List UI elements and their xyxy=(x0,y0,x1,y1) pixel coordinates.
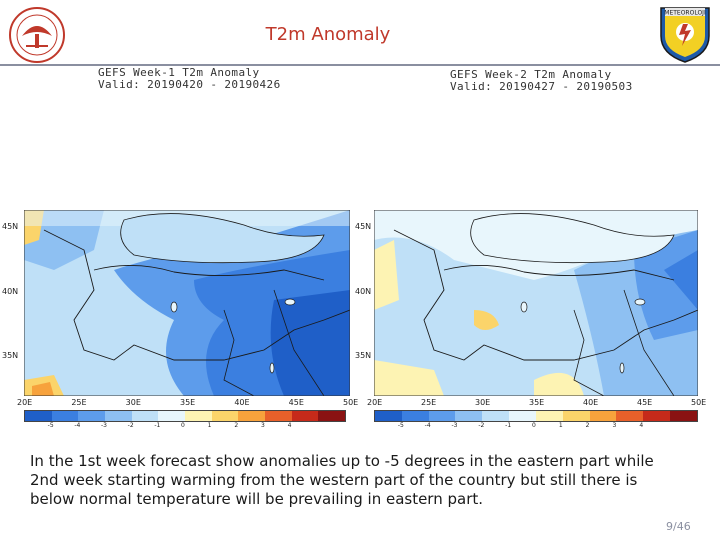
colorbar-swatch xyxy=(238,411,266,421)
map-2-colorbar-tick: 0 xyxy=(532,422,536,429)
map-1-colorbar-tick: -3 xyxy=(101,422,107,429)
slide-caption: In the 1st week forecast show anomalies … xyxy=(30,452,654,508)
map-2-lon-35E: 35E xyxy=(529,398,545,407)
map-1-lon-50E: 50E xyxy=(343,398,359,407)
panel-2-title: GEFS Week-2 T2m Anomaly xyxy=(450,68,612,81)
map-1-colorbar-tick: 4 xyxy=(287,422,292,429)
map-2-colorbar-tick: -5 xyxy=(397,422,404,429)
university-seal-logo xyxy=(9,7,65,63)
colorbar-swatch xyxy=(78,411,106,421)
map-1-colorbar-tick: -2 xyxy=(127,422,134,429)
map-1-colorbar-tick: 1 xyxy=(207,422,212,429)
colorbar-swatch xyxy=(509,411,536,421)
colorbar-swatch xyxy=(428,411,456,421)
map-2-lon-40E: 40E xyxy=(583,398,599,407)
map-2-colorbar xyxy=(374,410,698,422)
map-1-colorbar-tick: -5 xyxy=(47,422,54,429)
week-1-anomaly-map xyxy=(24,210,350,396)
colorbar-swatch xyxy=(265,411,292,421)
colorbar-swatch xyxy=(616,411,644,421)
colorbar-swatch xyxy=(25,411,52,421)
colorbar-swatch xyxy=(318,411,346,421)
map-1-colorbar-tick: -4 xyxy=(74,422,81,429)
panel-2-header: GEFS Week-2 T2m Anomaly Valid: 20190427 … xyxy=(450,69,633,93)
map-1-colorbar xyxy=(24,410,346,422)
panel-2-valid: Valid: 20190427 - 20190503 xyxy=(450,80,633,93)
colorbar-swatch xyxy=(105,411,132,421)
map-1-colorbar-tick: -1 xyxy=(154,422,161,429)
colorbar-swatch xyxy=(375,411,402,421)
colorbar-swatch xyxy=(51,411,79,421)
map-1-lon-45E: 45E xyxy=(288,398,304,407)
map-1-lon-25E: 25E xyxy=(71,398,87,407)
colorbar-swatch xyxy=(455,411,483,421)
map-2-lon-50E: 50E xyxy=(691,398,707,407)
colorbar-swatch xyxy=(589,411,617,421)
map-1-lat-45: 45N xyxy=(2,222,19,231)
map-1-colorbar-tick: 2 xyxy=(234,422,239,429)
map-2-lat-45: 45N xyxy=(355,222,372,231)
map-1-lon-40E: 40E xyxy=(234,398,250,407)
map-2-colorbar-tick: -2 xyxy=(478,422,485,429)
panel-1-valid: Valid: 20190420 - 20190426 xyxy=(98,78,281,91)
map-1-lat-35: 35N xyxy=(2,351,19,360)
map-1-colorbar-tick: 3 xyxy=(261,422,265,429)
map-2-colorbar-tick: 2 xyxy=(585,422,590,429)
meteorology-shield-logo: METEOROLOJI xyxy=(660,7,710,63)
page-number: 9/46 xyxy=(666,520,691,533)
map-2-colorbar-tick: -3 xyxy=(451,422,458,429)
svg-text:METEOROLOJI: METEOROLOJI xyxy=(664,10,706,17)
map-2-colorbar-tick: -4 xyxy=(424,422,431,429)
map-2-lat-40: 40N xyxy=(355,287,372,296)
colorbar-swatch xyxy=(401,411,429,421)
map-2-lat-35: 35N xyxy=(355,351,372,360)
map-2-colorbar-tick: -1 xyxy=(505,422,512,429)
colorbar-swatch xyxy=(158,411,186,421)
map-2-lon-45E: 45E xyxy=(637,398,653,407)
colorbar-swatch xyxy=(211,411,239,421)
map-1-lon-30E: 30E xyxy=(125,398,141,407)
colorbar-swatch xyxy=(185,411,212,421)
map-1-lat-40: 40N xyxy=(2,287,19,296)
colorbar-swatch xyxy=(482,411,510,421)
map-1-colorbar-tick: 0 xyxy=(181,422,185,429)
panel-1-title: GEFS Week-1 T2m Anomaly xyxy=(98,66,260,79)
map-2-colorbar-tick: 1 xyxy=(558,422,563,429)
colorbar-swatch xyxy=(535,411,563,421)
colorbar-swatch xyxy=(131,411,159,421)
map-2-colorbar-tick: 3 xyxy=(612,422,617,429)
panel-1-header: GEFS Week-1 T2m Anomaly Valid: 20190420 … xyxy=(98,67,281,91)
slide-title: T2m Anomaly xyxy=(265,24,391,45)
colorbar-swatch xyxy=(562,411,590,421)
week-2-anomaly-map xyxy=(374,210,698,396)
colorbar-swatch xyxy=(643,411,671,421)
map-2-lon-30E: 30E xyxy=(475,398,491,407)
map-1-lon-20E: 20E xyxy=(17,398,33,407)
map-2-lon-20E: 20E xyxy=(367,398,383,407)
header-divider xyxy=(0,64,720,66)
map-2-lon-25E: 25E xyxy=(421,398,437,407)
colorbar-swatch xyxy=(291,411,319,421)
map-1-lon-35E: 35E xyxy=(180,398,196,407)
colorbar-swatch xyxy=(670,411,697,421)
map-2-colorbar-tick: 4 xyxy=(639,422,644,429)
